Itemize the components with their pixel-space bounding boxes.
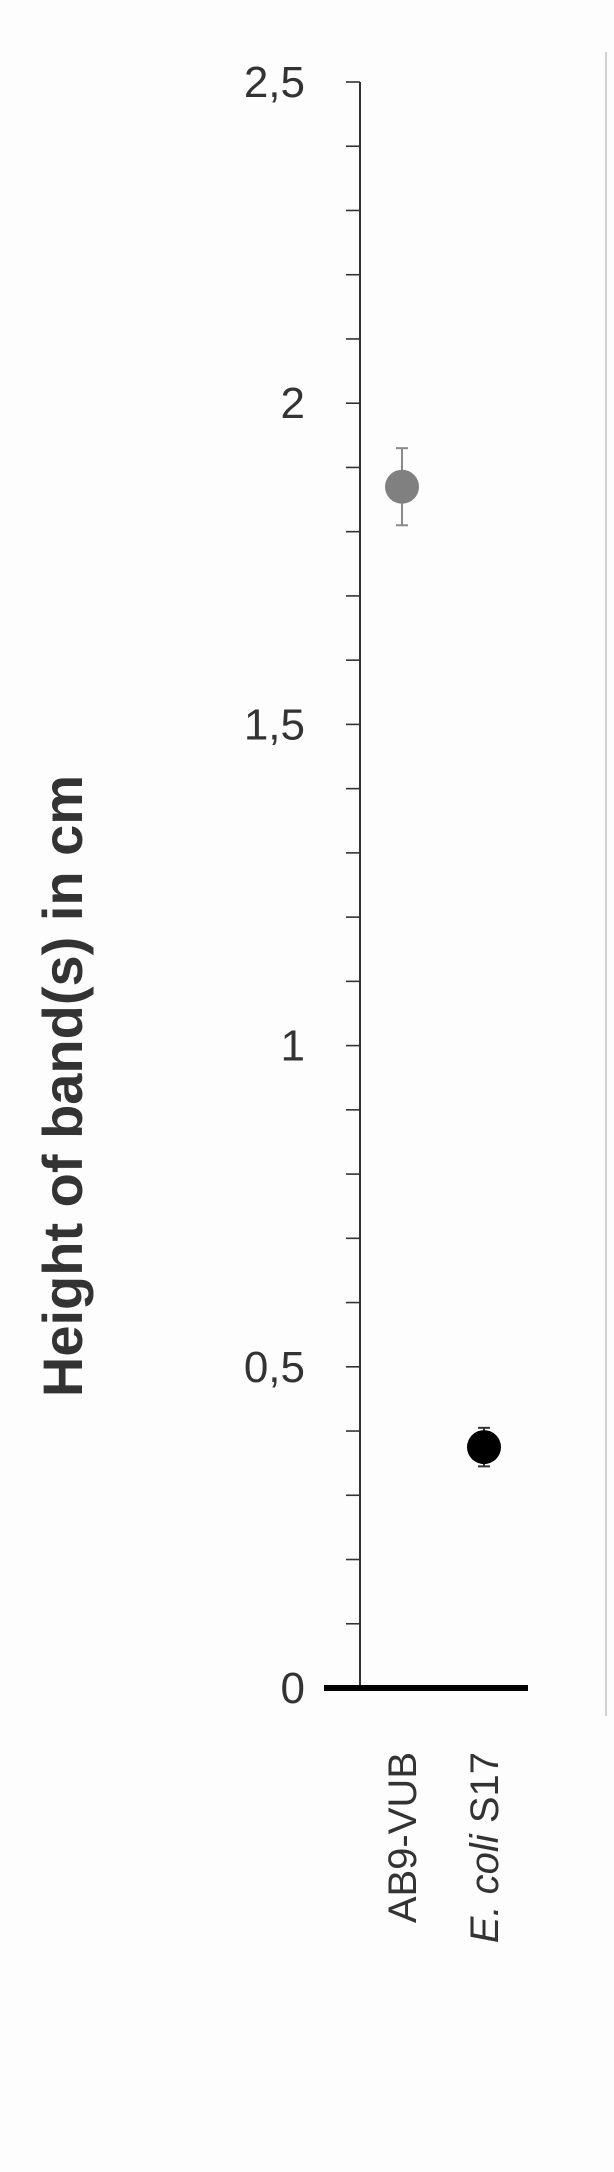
y-tick-label: 0 [281,1664,305,1713]
y-tick-label: 1,5 [244,700,305,749]
y-axis-label: Height of band(s) in cm [31,775,94,1397]
data-point [467,1430,501,1465]
x-category-label: E. coli S17 [463,1752,507,1943]
x-category-labels: AB9-VUB E. coli S17 [381,1752,507,1943]
x-category-label: AB9-VUB [381,1752,425,1923]
y-tick-label: 0,5 [244,1343,305,1392]
y-tick-label: 1 [281,1022,305,1071]
data-points [385,469,501,1465]
error-bars [396,447,490,1468]
y-tick-label: 2 [281,379,305,428]
y-tick-labels: 0 0,5 1 1,5 2 2,5 [244,58,305,1713]
data-point [385,469,419,504]
y-tick-label: 2,5 [244,58,305,107]
y-axis: 0 0,5 1 1,5 2 2,5 [244,58,361,1713]
y-minor-ticks [346,81,360,1689]
